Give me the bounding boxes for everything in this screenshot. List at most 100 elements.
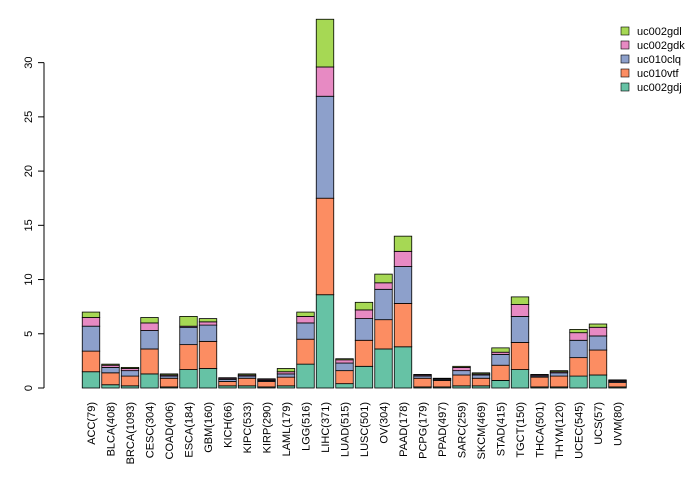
bar-segment [452, 365, 471, 368]
bar-segment [335, 383, 354, 389]
bar-stack [179, 316, 198, 389]
legend-swatch [620, 68, 630, 78]
x-tick-label: THCA(501) [535, 402, 547, 458]
x-tick-label: PCPG(179) [418, 402, 430, 459]
bar-stack [588, 323, 608, 389]
bar-segment [354, 309, 374, 319]
bar-segment [335, 370, 354, 385]
bar-segment [471, 372, 491, 375]
bar-segment [81, 317, 101, 327]
bar-segment [315, 197, 335, 296]
bar-stack [140, 317, 159, 389]
x-tick-label: STAD(415) [496, 402, 508, 456]
bar-segment [101, 366, 120, 374]
legend-item: uc010clq [620, 54, 681, 66]
bar-segment [296, 316, 315, 324]
x-tick-label: KIPC(533) [242, 402, 254, 453]
y-axis: 0 5 10 15 20 25 30 [23, 57, 45, 391]
bar-segment [218, 381, 237, 387]
x-tick-label: KIRP(290) [262, 402, 274, 453]
bar-segment [315, 95, 335, 199]
legend-label: uc002gdl [637, 26, 682, 38]
bar-segment [179, 326, 198, 346]
x-tick-label: LIHC(371) [320, 402, 332, 453]
bar-segment [569, 375, 588, 389]
x-tick-label: OV(304) [379, 402, 391, 444]
bar-segment [569, 357, 588, 377]
x-tick-label: BRCA(1093) [125, 402, 137, 464]
legend-item: uc002gdk [620, 40, 685, 52]
bar-segment [257, 378, 276, 380]
bar-stack [335, 358, 354, 389]
bar-segment [354, 301, 374, 311]
bar-segment [354, 339, 374, 367]
bar-segment [140, 317, 159, 324]
bar-segment [198, 324, 218, 342]
bar-segment [374, 319, 393, 350]
bar-segment [257, 381, 276, 388]
bar-segment [81, 311, 101, 318]
bar-segment [335, 362, 354, 372]
bar-segment [101, 384, 120, 389]
bar-segment [218, 377, 237, 379]
bar-stack [452, 365, 471, 389]
bar-segment [588, 349, 608, 376]
bar-stack [257, 378, 276, 389]
x-tick-label: ESCA(184) [184, 402, 196, 458]
bar-stack [549, 370, 569, 389]
bar-stack [198, 318, 218, 389]
bar-segment [296, 311, 315, 317]
bar-segment [588, 374, 608, 389]
bar-stack [354, 301, 374, 389]
bar-segment [81, 350, 101, 373]
x-tick-label: PAAD(178) [398, 402, 410, 457]
bar-stack [218, 377, 237, 389]
bar-stack [471, 372, 491, 389]
bar-segment [393, 266, 413, 304]
bar-segment [296, 322, 315, 340]
bar-segment [237, 377, 257, 387]
x-tick-label: LUAD(515) [340, 402, 352, 457]
bar-segment [452, 366, 471, 372]
y-tick-label: 20 [23, 165, 35, 177]
bar-segment [198, 368, 218, 389]
x-tick-label: UCS(57) [593, 402, 605, 445]
legend-item: uc002gdj [620, 82, 682, 94]
legend-label: uc002gdj [637, 82, 682, 94]
bar-segment [413, 377, 432, 388]
bar-segment [81, 325, 101, 352]
bar-segment [159, 377, 179, 388]
bar-segment [120, 375, 140, 387]
bar-segment [120, 370, 140, 377]
bar-segment [491, 380, 510, 389]
bar-segment [354, 318, 374, 341]
legend-item: uc010vtf [620, 68, 680, 80]
bar-segment [198, 340, 218, 369]
bar-segment [432, 377, 452, 380]
bar-stack [569, 329, 588, 389]
y-tick-label: 15 [23, 219, 35, 231]
bar-segment [588, 335, 608, 351]
bar-segment [315, 18, 335, 68]
bar-segment [315, 66, 335, 97]
bar-segment [101, 363, 120, 366]
bar-segment [510, 342, 530, 370]
bar-stack [120, 366, 140, 389]
bar-segment [374, 348, 393, 389]
legend-swatch [620, 54, 630, 64]
bar-segment [413, 374, 432, 376]
bar-segment [81, 371, 101, 389]
bar-stack [510, 296, 530, 389]
x-tick-label: LGG(516) [301, 402, 313, 451]
bar-stack [530, 374, 549, 389]
bar-stack [413, 374, 432, 389]
bar-segment [569, 329, 588, 334]
x-tick-label: KICH(66) [223, 402, 235, 448]
x-tick-label: PPAD(497) [437, 402, 449, 457]
bar-stack [374, 273, 393, 389]
bar-segment [198, 318, 218, 323]
x-tick-label: UVM(80) [613, 402, 625, 446]
bar-segment [491, 364, 510, 381]
bar-segment [237, 373, 257, 376]
bar-segment [140, 373, 159, 389]
